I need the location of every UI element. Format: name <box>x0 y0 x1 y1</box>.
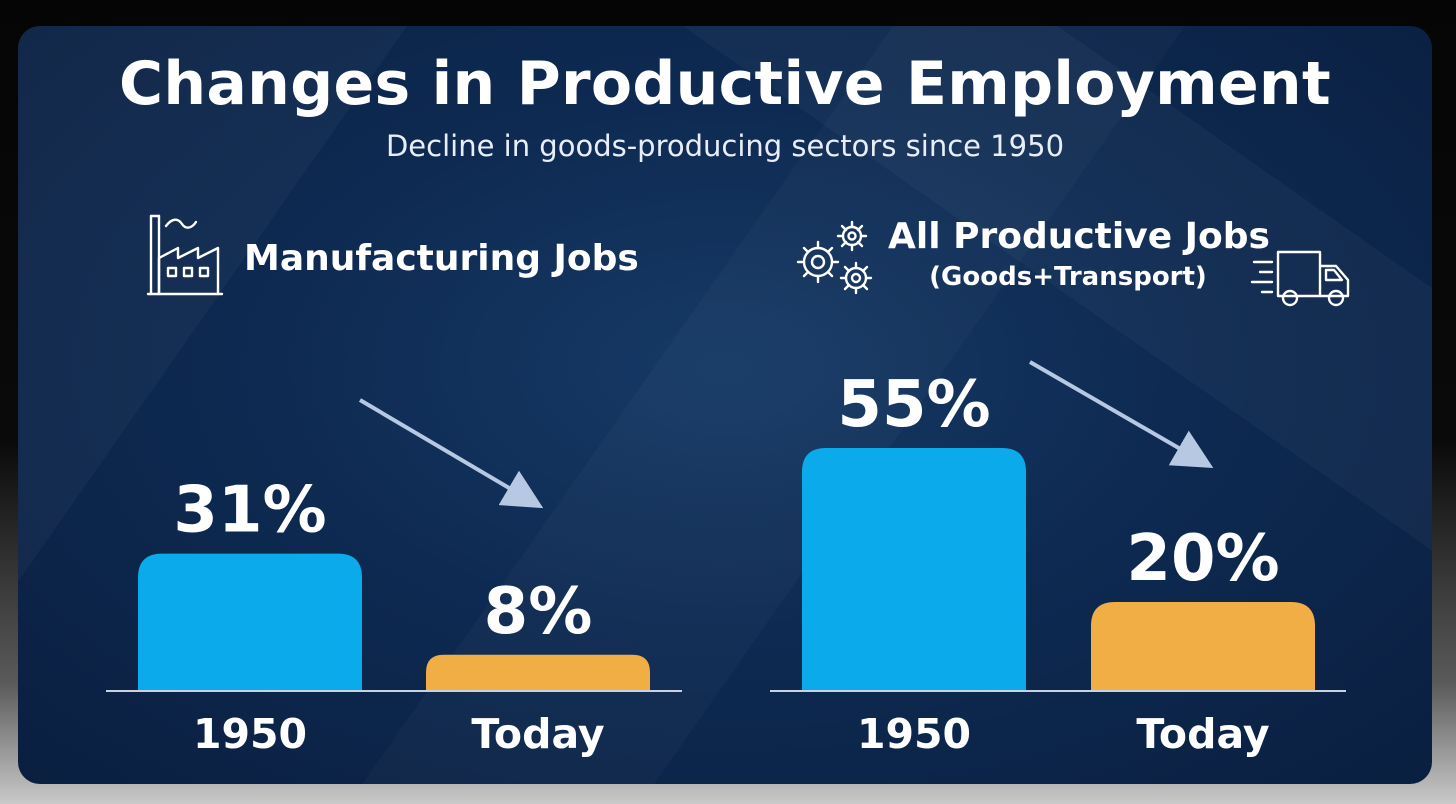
value-label: 55% <box>837 368 990 442</box>
value-label: 8% <box>484 575 593 649</box>
category-label: 1950 <box>193 710 307 758</box>
chart: Changes in Productive Employment Decline… <box>106 49 1350 758</box>
category-label: 1950 <box>857 710 971 758</box>
chart-subtitle: Decline in goods-producing sectors since… <box>386 129 1064 163</box>
infographic-card: Changes in Productive Employment Decline… <box>18 26 1432 784</box>
trend-arrow <box>1028 360 1214 469</box>
panel-0: 31% 1950 8% Today <box>106 398 682 758</box>
category-label: Today <box>1136 710 1269 758</box>
factory-icon <box>146 214 224 296</box>
bar-1950 <box>138 553 362 690</box>
panel-subtitle-productive: (Goods+Transport) <box>929 262 1207 292</box>
value-label: 31% <box>173 474 326 548</box>
bars-layer: 31% 1950 8% Today 55% 1950 20% Today <box>106 360 1346 758</box>
chart-title: Changes in Productive Employment <box>119 49 1331 119</box>
gears-icon <box>796 220 873 295</box>
bar-1950 <box>802 448 1026 690</box>
value-label: 20% <box>1126 522 1279 596</box>
panel-1: 55% 1950 20% Today <box>770 360 1346 758</box>
panel-title-productive: All Productive Jobs <box>888 216 1270 257</box>
panel-title-manufacturing: Manufacturing Jobs <box>244 238 639 279</box>
bar-today <box>1091 602 1315 690</box>
category-label: Today <box>471 710 604 758</box>
truck-icon <box>1250 250 1350 307</box>
bar-today <box>426 654 650 690</box>
trend-arrow <box>358 398 544 509</box>
